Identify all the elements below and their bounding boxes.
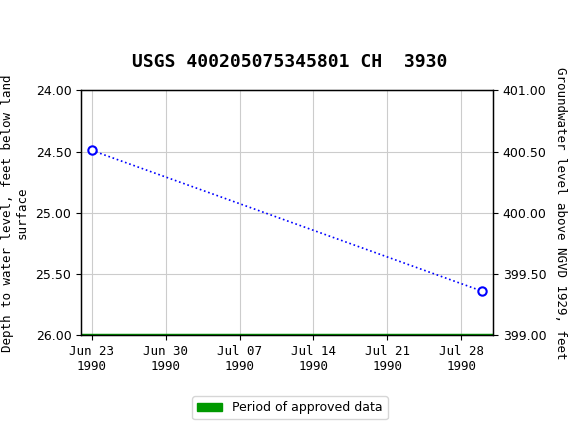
Y-axis label: Groundwater level above NGVD 1929, feet: Groundwater level above NGVD 1929, feet	[553, 67, 567, 359]
Text: USGS 400205075345801 CH  3930: USGS 400205075345801 CH 3930	[132, 53, 448, 71]
Text: ≡USGS: ≡USGS	[12, 10, 70, 29]
Legend: Period of approved data: Period of approved data	[192, 396, 388, 419]
Y-axis label: Depth to water level, feet below land
surface: Depth to water level, feet below land su…	[1, 74, 28, 352]
